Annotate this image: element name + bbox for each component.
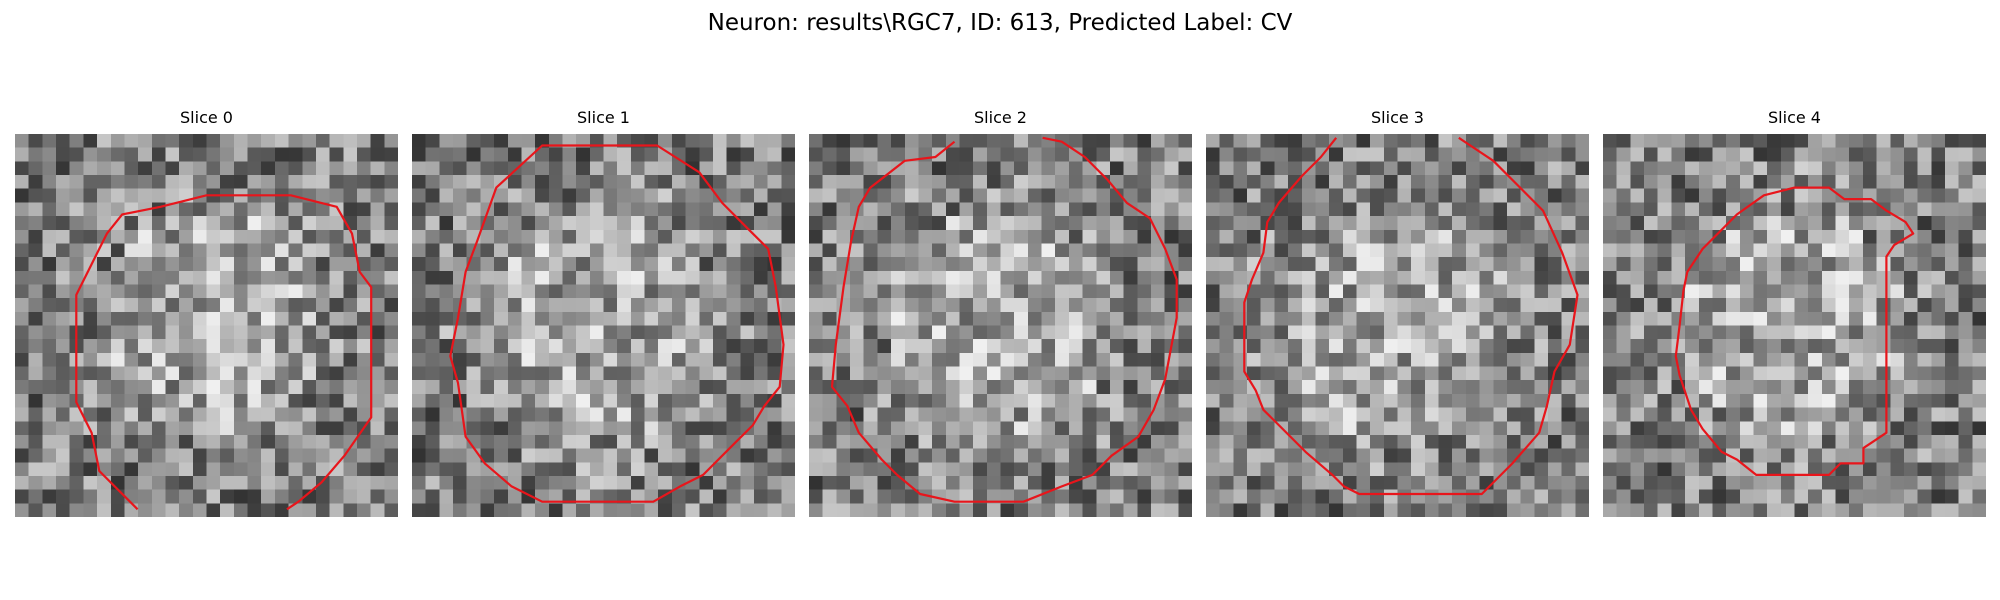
- slice-image: [809, 134, 1192, 517]
- contour-line: [830, 136, 1178, 503]
- contour-line: [449, 144, 785, 503]
- slice-title: Slice 3: [1371, 108, 1424, 127]
- contour-line: [1674, 186, 1915, 476]
- slice-title: Slice 0: [180, 108, 233, 127]
- slice-image: [412, 134, 795, 517]
- slice-panel-4: Slice 4: [1603, 108, 1986, 517]
- contour-line: [75, 194, 373, 511]
- slice-image: [1206, 134, 1589, 517]
- slice-image: [1603, 134, 1986, 517]
- slice-title: Slice 1: [577, 108, 630, 127]
- contour-line: [1243, 136, 1579, 496]
- slice-title: Slice 4: [1768, 108, 1821, 127]
- slice-image: [15, 134, 398, 517]
- slice-panel-3: Slice 3: [1206, 108, 1589, 517]
- slice-panel-0: Slice 0: [15, 108, 398, 517]
- slice-title: Slice 2: [974, 108, 1027, 127]
- slice-panel-1: Slice 1: [412, 108, 795, 517]
- slice-panel-2: Slice 2: [809, 108, 1192, 517]
- figure-title: Neuron: results\RGC7, ID: 613, Predicted…: [707, 10, 1293, 36]
